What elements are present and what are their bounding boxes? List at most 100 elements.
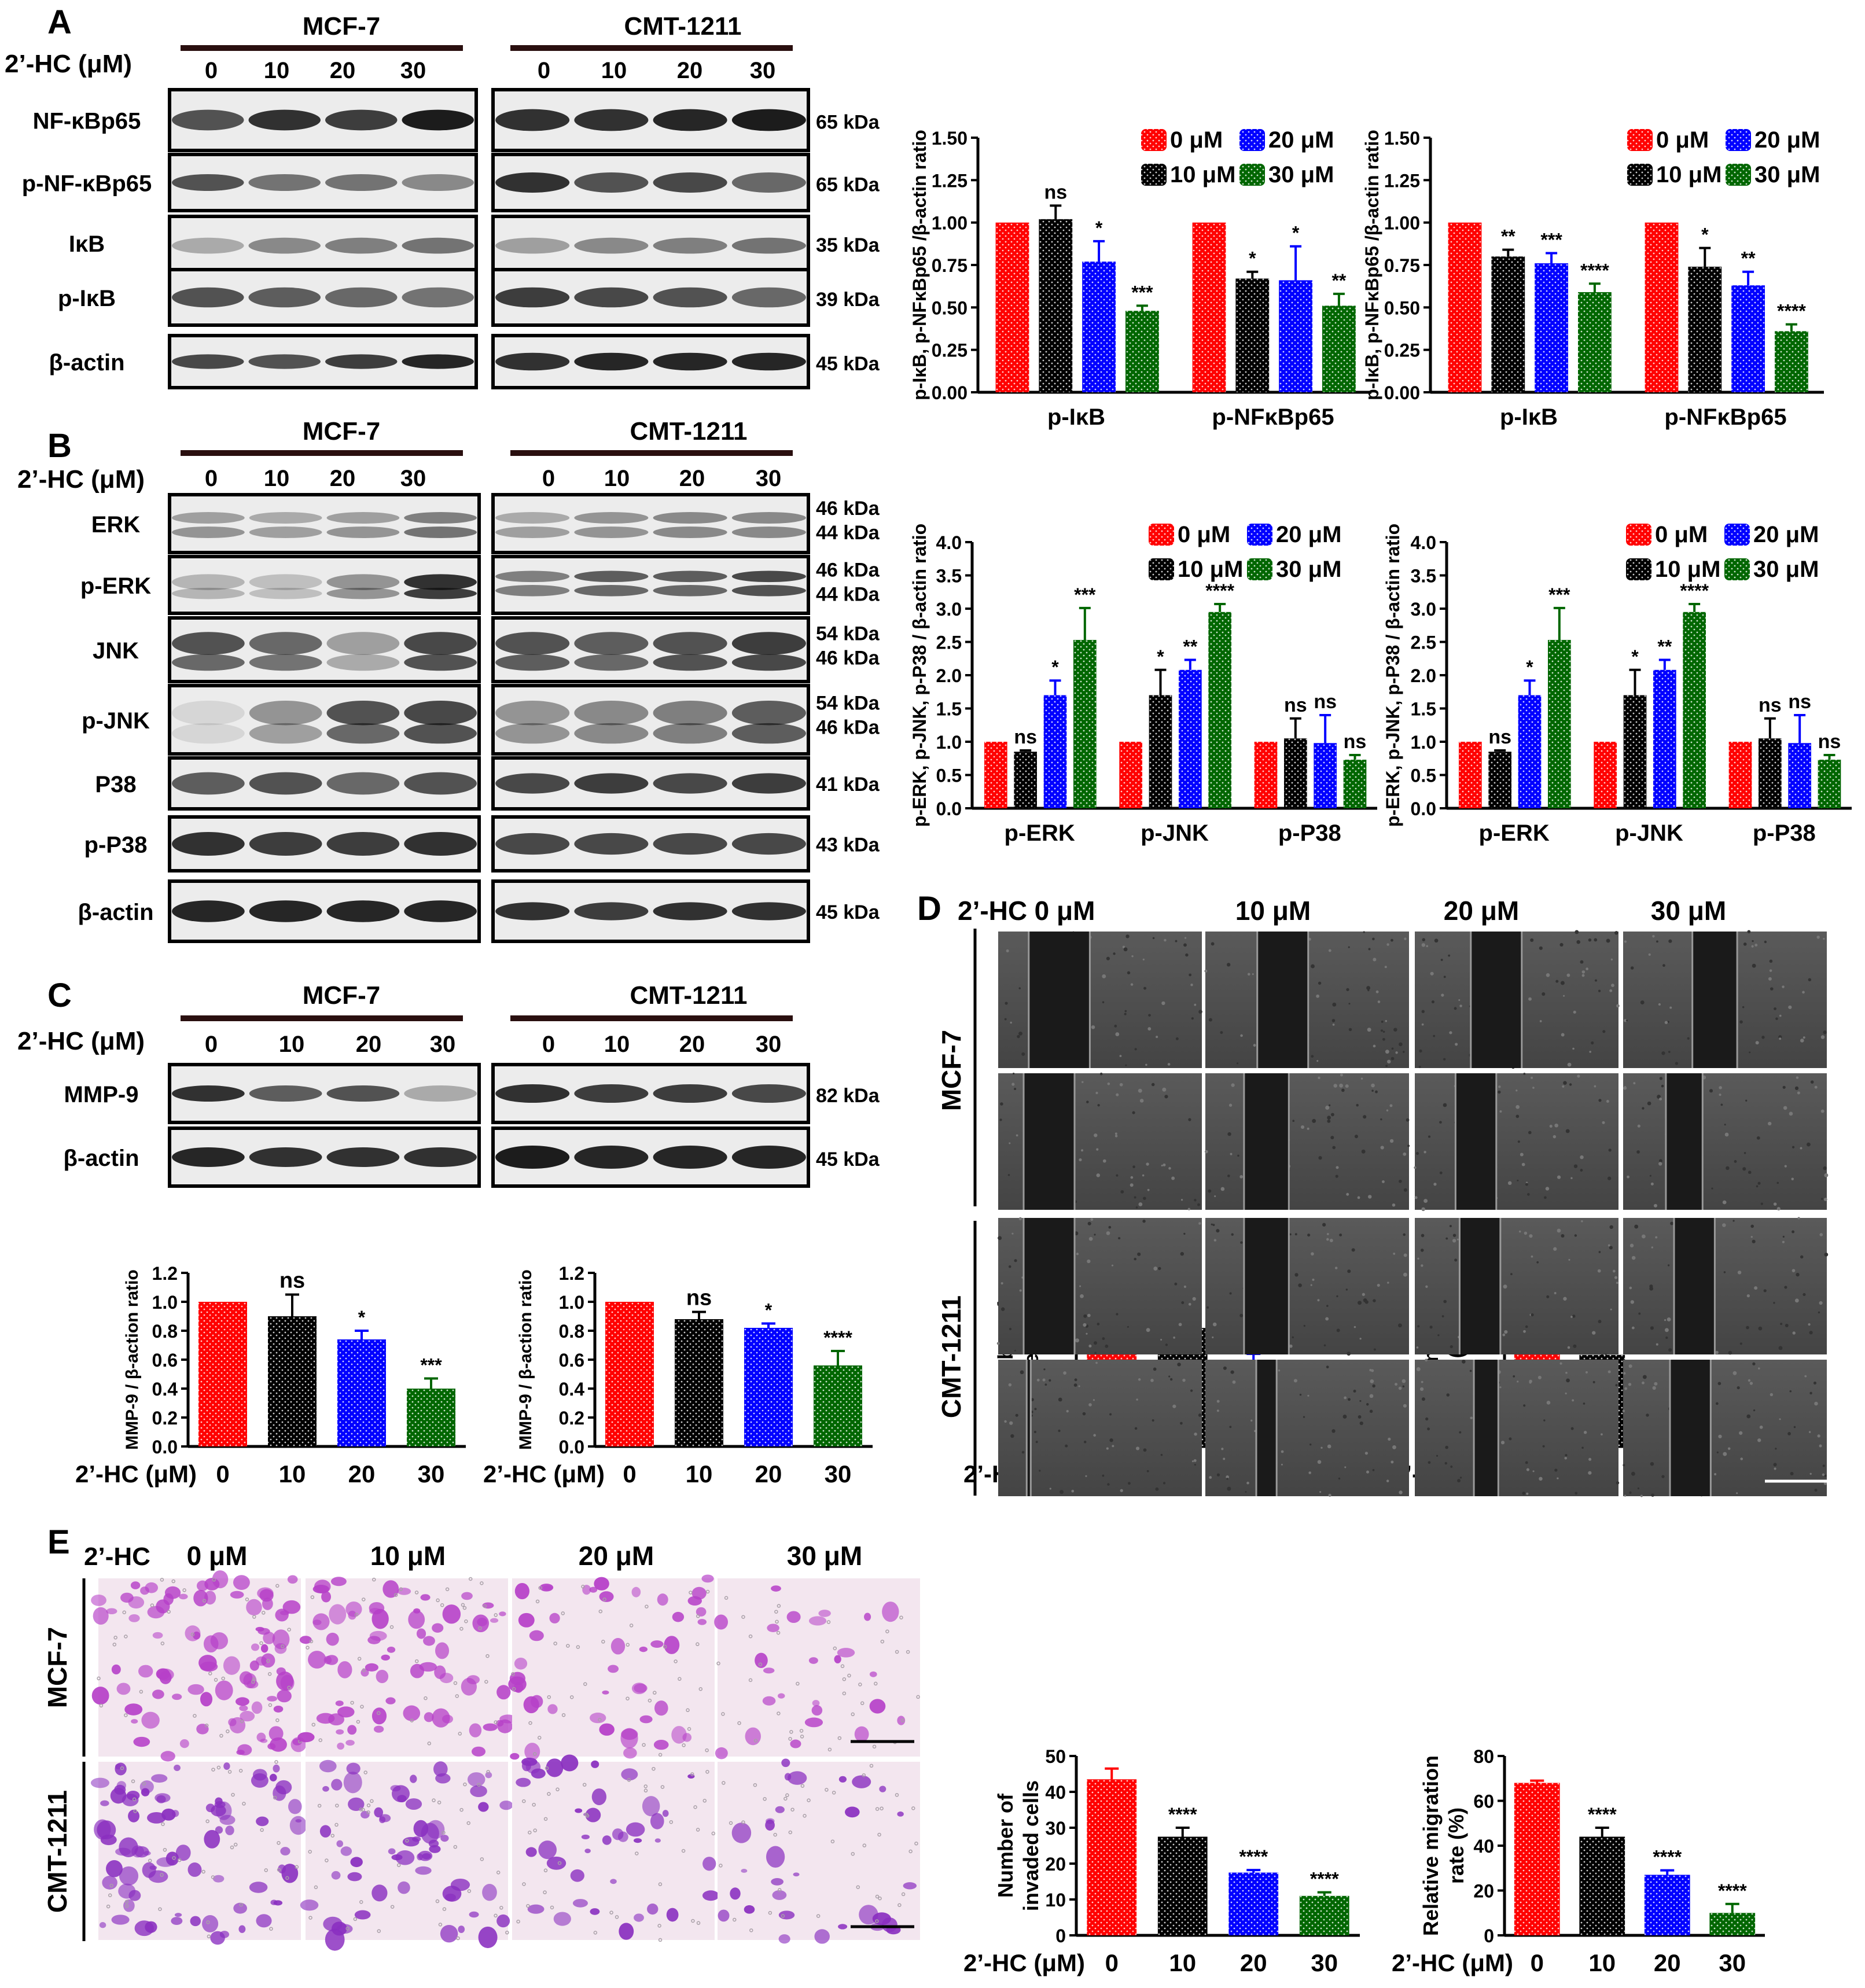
stained-cell [696, 1607, 707, 1617]
cell-speckle [1247, 973, 1250, 976]
cell-speckle [1114, 1135, 1118, 1137]
cell-speckle [1116, 1093, 1119, 1096]
stained-cell [239, 1671, 253, 1685]
membrane-pore [150, 1603, 155, 1607]
blot-band [171, 287, 244, 308]
membrane-pore [729, 1821, 733, 1825]
cell-speckle [1742, 1006, 1745, 1008]
cell-speckle [1415, 1151, 1419, 1155]
stained-cell [267, 1743, 276, 1750]
stained-cell [869, 1699, 886, 1714]
cell-speckle [1325, 1106, 1330, 1110]
dose-label: 10 [264, 466, 290, 491]
legend-swatch-texture [1141, 129, 1167, 151]
blot-band [326, 700, 400, 726]
stained-cell [718, 1909, 730, 1922]
membrane-pore [899, 1615, 903, 1619]
stained-cell [321, 1591, 332, 1603]
cell-speckle [1433, 1035, 1436, 1037]
stained-cell [141, 1711, 160, 1729]
cell-speckle [1398, 1386, 1402, 1390]
cell-line-header-a-mcf7: MCF-7 [303, 12, 380, 41]
membrane-pore [897, 1903, 902, 1907]
cell-speckle [1469, 1369, 1472, 1372]
stained-cell [514, 1582, 529, 1600]
legend-swatch-texture [1149, 558, 1174, 580]
blot-b-cmt-4 [491, 756, 810, 811]
cell-speckle [1530, 938, 1534, 942]
cell-speckle [1724, 1132, 1729, 1137]
cell-speckle [1127, 1326, 1129, 1328]
stained-cell [272, 1629, 290, 1650]
membrane-pore [648, 1698, 652, 1703]
cell-speckle [1018, 1217, 1022, 1221]
panel-letter-c: C [47, 977, 72, 1014]
stained-cell [371, 1707, 387, 1725]
cell-speckle [1526, 1193, 1530, 1196]
cell-speckle [1623, 1086, 1627, 1090]
stained-cell [485, 1772, 492, 1779]
blot-band [574, 527, 649, 538]
membrane-pore [207, 1934, 211, 1939]
membrane-pore [212, 1578, 216, 1582]
stained-cell [172, 1694, 182, 1700]
membrane-pore [132, 1797, 137, 1802]
stained-cell [429, 1845, 441, 1853]
blot-band [731, 723, 806, 744]
cell-speckle [1358, 1415, 1362, 1419]
membrane-pore [851, 1851, 855, 1856]
membrane-pore [405, 1839, 409, 1843]
cell-speckle [1177, 1363, 1181, 1367]
cell-speckle [1327, 1116, 1331, 1120]
cell-speckle [1517, 1380, 1519, 1383]
cell-speckle [1651, 1246, 1653, 1249]
membrane-pore [693, 1805, 697, 1809]
membrane-pore [238, 1769, 243, 1773]
stained-cell [439, 1673, 454, 1684]
stained-cell [766, 1846, 785, 1868]
cell-speckle [1823, 1030, 1827, 1035]
bar-texture [1775, 331, 1808, 392]
blot-band [326, 1085, 400, 1102]
dose-label: 20 [330, 58, 356, 83]
x-axis-label: 2’-HC (μM) [483, 1460, 605, 1488]
cell-speckle [1197, 1203, 1200, 1206]
dose-label: 0 [205, 466, 218, 491]
invasion-image-r1-c1 [300, 1759, 513, 1951]
panel-letter-d: D [917, 890, 941, 927]
cell-speckle [1559, 943, 1564, 947]
stained-cell [151, 1774, 168, 1783]
cell-speckle [1606, 1100, 1609, 1103]
blot-frame [168, 493, 481, 554]
membrane-pore [874, 1681, 878, 1686]
cell-speckle [1417, 1325, 1420, 1328]
blot-band [574, 1084, 649, 1103]
cell-speckle [1137, 1252, 1141, 1256]
cell-speckle [1183, 1232, 1186, 1235]
y-tick-label: 40 [1473, 1836, 1494, 1857]
cell-speckle [1542, 992, 1546, 996]
cell-speckle [1441, 993, 1444, 997]
cell-speckle [1389, 1104, 1393, 1107]
cell-speckle [1557, 1175, 1561, 1179]
membrane-pore [239, 1902, 243, 1907]
bar-texture [1709, 1913, 1756, 1935]
membrane-pore [645, 1604, 649, 1608]
stained-cell [662, 1810, 669, 1817]
significance-label: ** [1331, 270, 1346, 291]
cell-speckle [1130, 983, 1134, 986]
membrane-pore [807, 1798, 811, 1802]
membrane-pore [796, 1681, 800, 1686]
micrograph [998, 1360, 1202, 1496]
blot-band [249, 512, 322, 524]
cell-speckle [1366, 1470, 1370, 1474]
invasion-image-r1-c0 [90, 1760, 307, 1945]
cell-speckle [1082, 1412, 1086, 1416]
cell-speckle [1566, 973, 1570, 977]
blot-band [495, 632, 570, 655]
blot-band [574, 700, 649, 726]
cell-speckle [1124, 1010, 1127, 1013]
cell-speckle [1754, 1286, 1758, 1290]
stained-cell [553, 1912, 571, 1926]
